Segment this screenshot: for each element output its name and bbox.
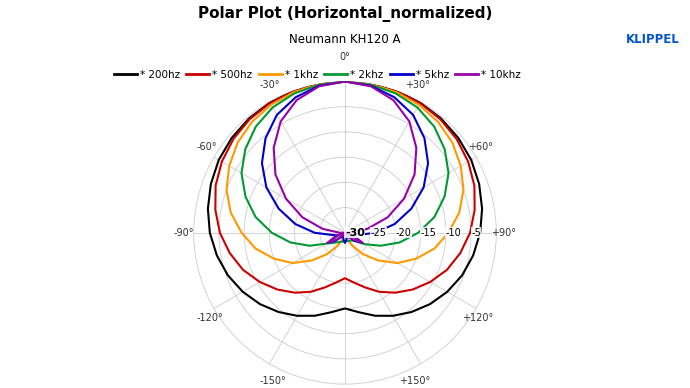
Text: -5: -5 bbox=[471, 228, 481, 238]
Text: Neumann KH120 A: Neumann KH120 A bbox=[289, 33, 401, 46]
Text: +150°: +150° bbox=[400, 376, 431, 386]
Text: -30: -30 bbox=[345, 228, 365, 238]
Text: +90°: +90° bbox=[491, 228, 516, 238]
Text: +120°: +120° bbox=[462, 313, 493, 323]
Text: +60°: +60° bbox=[468, 142, 493, 152]
Text: Polar Plot (Horizontal_normalized): Polar Plot (Horizontal_normalized) bbox=[198, 6, 492, 22]
Text: 0°: 0° bbox=[339, 52, 351, 62]
Text: -60°: -60° bbox=[197, 142, 217, 152]
Text: -150°: -150° bbox=[259, 376, 286, 386]
Legend: * 200hz, * 500hz, * 1khz, * 2khz, * 5khz, * 10khz: * 200hz, * 500hz, * 1khz, * 2khz, * 5khz… bbox=[110, 65, 525, 84]
Text: -20: -20 bbox=[395, 228, 411, 238]
Text: -30°: -30° bbox=[259, 80, 280, 90]
Text: -10: -10 bbox=[446, 228, 462, 238]
Text: -25: -25 bbox=[371, 228, 386, 238]
Text: -90°: -90° bbox=[174, 228, 195, 238]
Text: -15: -15 bbox=[421, 228, 437, 238]
Text: KLIPPEL: KLIPPEL bbox=[626, 33, 680, 46]
Text: +30°: +30° bbox=[406, 80, 431, 90]
Text: -120°: -120° bbox=[197, 313, 224, 323]
